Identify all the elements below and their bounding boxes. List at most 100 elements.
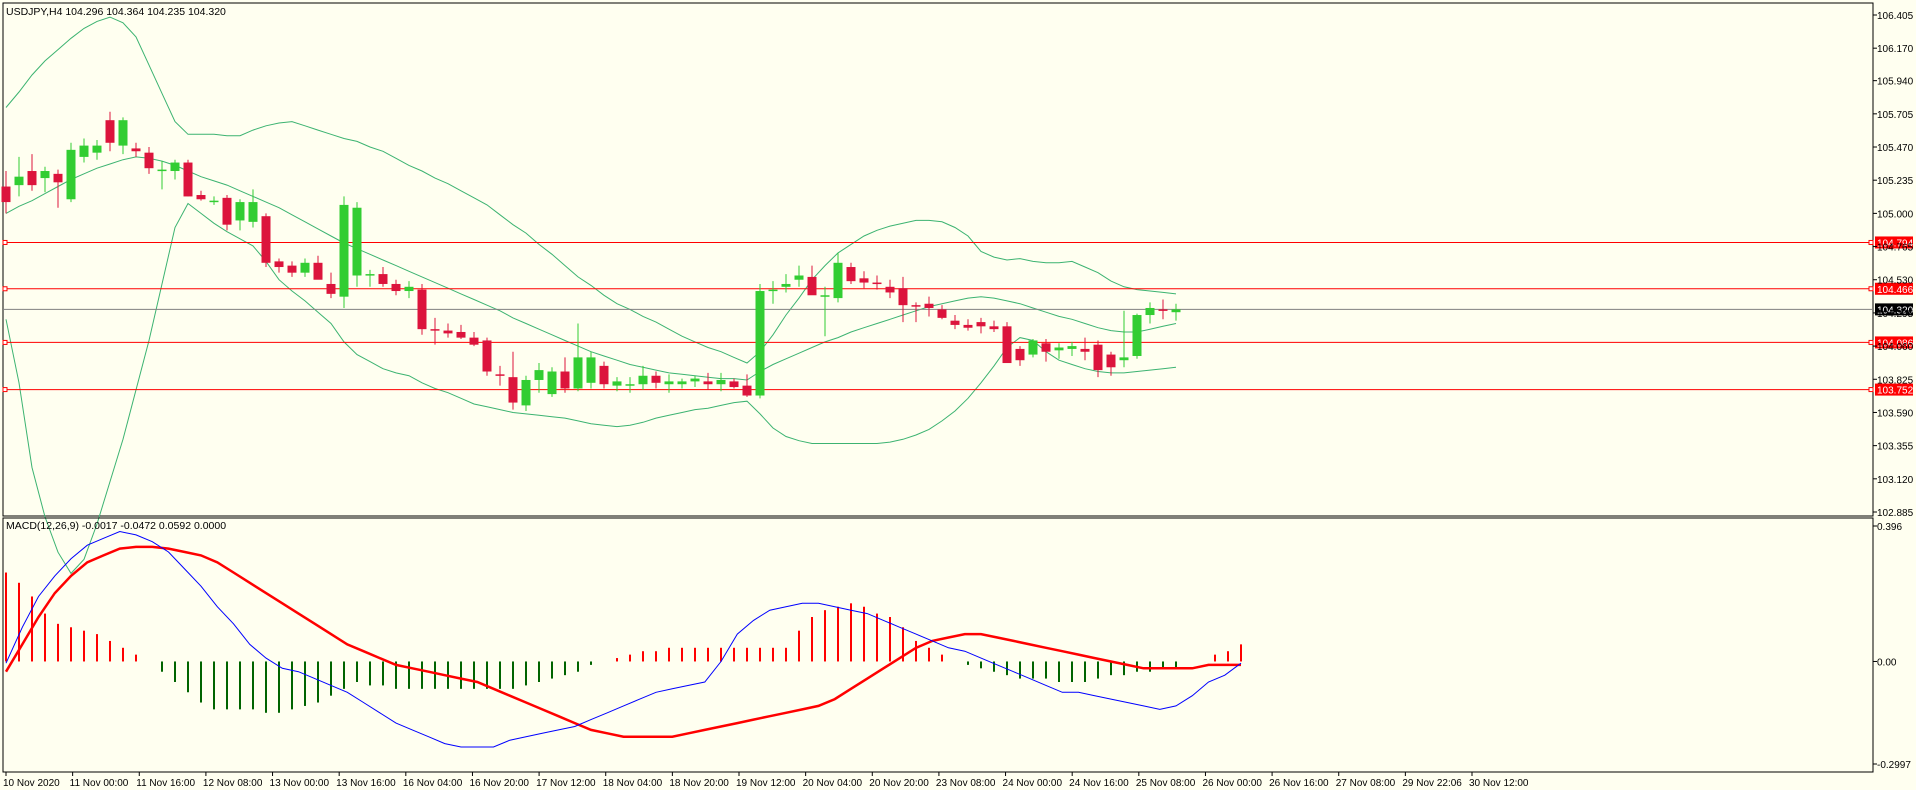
level-handle-right [1868,387,1874,393]
candle-bear [989,326,999,330]
candle-bull [365,274,375,276]
candle-bull [547,371,557,395]
candle-bear [846,267,856,282]
price-tick-label: 104.295 [1877,309,1914,320]
time-tick-label: 26 Nov 16:00 [1269,778,1329,789]
price-tick-label: 102.885 [1877,508,1914,519]
time-tick-label: 27 Nov 08:00 [1336,778,1396,789]
time-tick-label: 24 Nov 16:00 [1069,778,1129,789]
price-tick-label: 105.705 [1877,110,1914,121]
candle-bear [222,197,232,225]
candle-bear [105,120,115,143]
candle-bull [1054,347,1064,351]
level-handle-right [1868,239,1874,245]
candle-bull [248,202,258,222]
candle-bull [638,375,648,385]
candle-bear [1106,354,1116,368]
level-handle-left [2,239,8,245]
candle-bear [469,337,479,345]
candle-bear [872,282,882,285]
current-price-tag [1875,303,1913,316]
candle-bull [339,204,349,297]
candle-bear [742,385,752,396]
candle-bull [79,145,89,157]
candle-bull [586,357,596,383]
candle-bear [53,173,63,183]
level-price-label: 104.086 [1877,338,1914,349]
current-price-label: 104.320 [1877,305,1914,316]
candle-bear [859,278,869,283]
candle-bear [144,152,154,169]
candle-bear [261,216,271,263]
candle-bear [703,381,713,385]
time-tick-label: 20 Nov 04:00 [803,778,863,789]
time-tick-label: 19 Nov 12:00 [736,778,796,789]
time-tick-label: 12 Nov 08:00 [203,778,263,789]
bollinger-upper-line [5,16,1177,364]
price-tick-label: 105.235 [1877,176,1914,187]
macd-panel-frame [2,517,1874,773]
level-handle-right [1868,286,1874,292]
candle-bull [209,200,219,203]
candle-bear [1041,343,1051,352]
bollinger-bands [5,16,1177,575]
candle-bear [196,195,206,200]
level-price-label: 104.466 [1877,285,1914,296]
candle-bull [170,162,180,172]
price-tick-label: 103.120 [1877,475,1914,486]
bollinger-middle-line [5,156,1177,381]
candle-bear [1080,348,1090,352]
candle-bull [1028,340,1038,355]
candle-bull [66,149,76,200]
time-tick-label: 13 Nov 00:00 [270,778,330,789]
macd-lines [4,530,1242,748]
candle-bear [326,283,336,294]
macd-tick-label: 0.00 [1877,657,1897,668]
candle-bull [14,176,24,186]
candle-bear [807,276,817,296]
macd-panel[interactable]: 0.396 0.00 -0.2997 MACD(12,26,9) -0.0017 -… [2,517,1911,773]
price-panel-frame [2,2,1874,517]
candle-bear [287,265,297,273]
candle-bear [1002,326,1012,364]
candle-bear [1,186,11,203]
price-tick-label: 103.590 [1877,408,1914,419]
candle-bull [534,370,544,380]
candles [1,111,1181,412]
price-tick-label: 105.940 [1877,77,1914,88]
time-tick-label: 16 Nov 20:00 [469,778,529,789]
candle-bull [716,379,726,385]
candle-bear [495,374,505,376]
time-tick-label: 18 Nov 20:00 [669,778,729,789]
candle-bear [651,375,661,383]
price-tick-label: 103.355 [1877,442,1914,453]
time-tick-label: 23 Nov 08:00 [936,778,996,789]
time-tick-label: 29 Nov 22:06 [1402,778,1462,789]
candle-bear [976,322,986,327]
time-tick-label: 26 Nov 00:00 [1202,778,1262,789]
candle-bull [1132,315,1142,356]
candle-bull [664,381,674,385]
level-price-label: 104.794 [1877,238,1914,249]
candle-bull [820,295,830,297]
candle-bull [352,207,362,276]
candle-bear [1015,348,1025,361]
macd-tick-label: -0.2997 [1877,760,1911,771]
time-tick-label: 18 Nov 04:00 [603,778,663,789]
candle-bear [508,377,518,403]
price-panel[interactable]: 104.794 104.466 104.086 103.752 104.320 106.… [1,2,1914,575]
candle-bear [924,303,934,308]
candle-bear [443,330,453,334]
candle-bear [599,365,609,385]
price-tick-label: 104.765 [1877,243,1914,254]
time-tick-label: 11 Nov 16:00 [136,778,195,789]
candle-bear [560,371,570,389]
time-tick-label: 20 Nov 20:00 [869,778,929,789]
price-tick-label: 103.825 [1877,375,1914,386]
candle-bear [274,261,284,268]
candle-bull [768,289,778,292]
time-axis: 10 Nov 2020 11 Nov 00:00 11 Nov 16:00 12 No… [3,772,1529,789]
candle-bear [378,274,388,284]
